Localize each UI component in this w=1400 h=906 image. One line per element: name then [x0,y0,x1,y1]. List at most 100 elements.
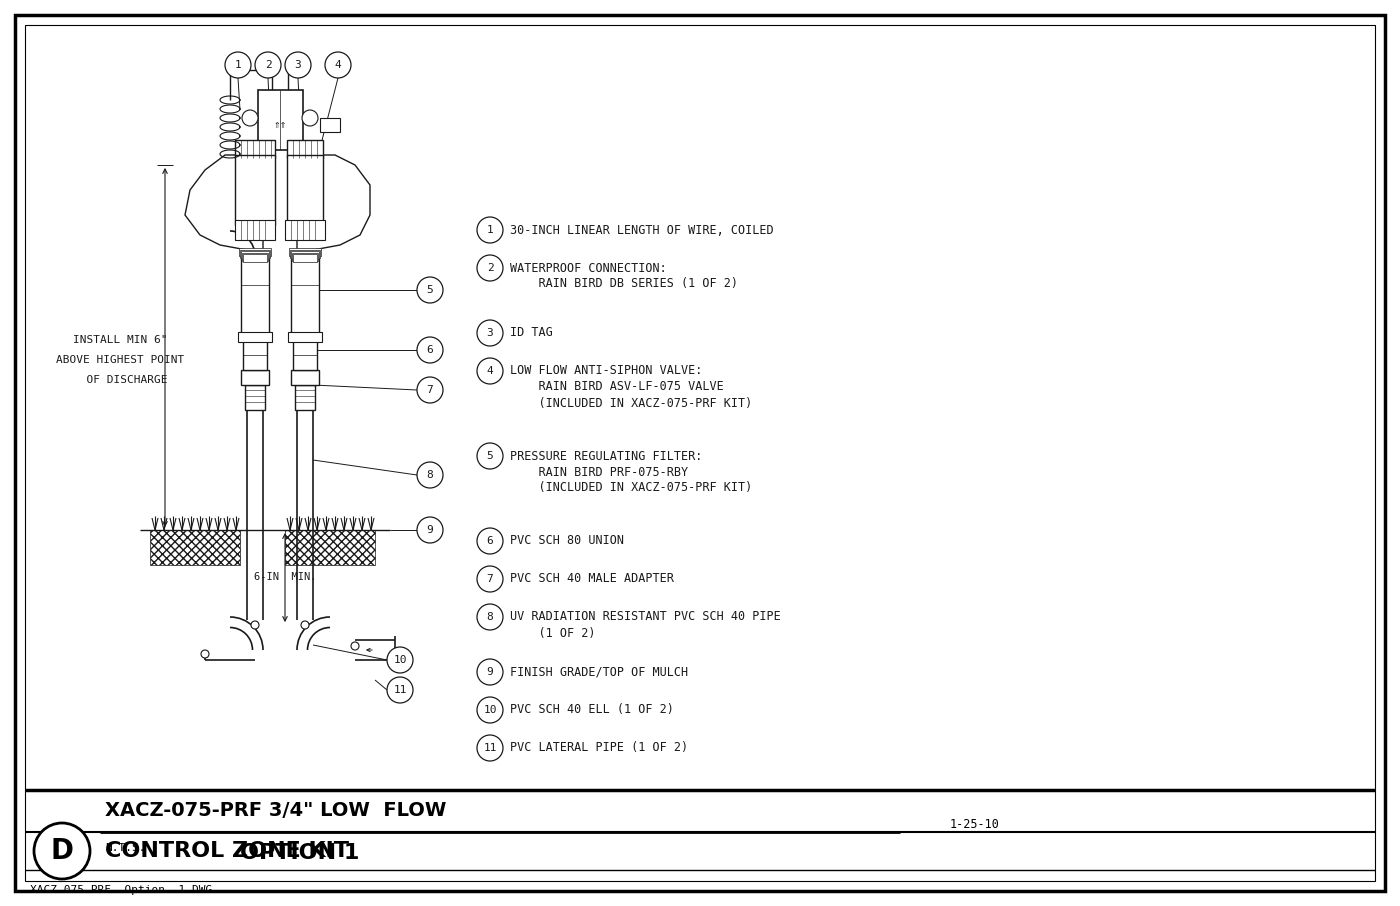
Circle shape [325,52,351,78]
Circle shape [417,462,442,488]
Circle shape [477,528,503,554]
Text: 1: 1 [235,60,241,70]
Circle shape [477,604,503,630]
Text: (1 OF 2): (1 OF 2) [510,627,595,640]
Circle shape [417,517,442,543]
Text: UV RADIATION RESISTANT PVC SCH 40 PIPE: UV RADIATION RESISTANT PVC SCH 40 PIPE [510,611,781,623]
Circle shape [477,358,503,384]
Circle shape [417,377,442,403]
Bar [238,332,272,342]
Circle shape [477,735,503,761]
Bar [291,251,319,259]
Text: PVC SCH 40 MALE ADAPTER: PVC SCH 40 MALE ADAPTER [510,573,673,585]
Text: PVC LATERAL PIPE (1 OF 2): PVC LATERAL PIPE (1 OF 2) [510,741,689,755]
Text: 30-INCH LINEAR LENGTH OF WIRE, COILED: 30-INCH LINEAR LENGTH OF WIRE, COILED [510,224,774,236]
Bar [235,220,274,240]
Text: OF DISCHARGE: OF DISCHARGE [73,375,167,385]
Circle shape [417,337,442,363]
Bar [241,251,269,259]
Circle shape [386,647,413,673]
Text: RAIN BIRD PRF-075-RBY: RAIN BIRD PRF-075-RBY [510,466,689,478]
Text: (INCLUDED IN XACZ-075-PRF KIT): (INCLUDED IN XACZ-075-PRF KIT) [510,397,752,410]
Circle shape [417,277,442,303]
Text: 7: 7 [427,385,434,395]
Text: D: D [50,837,73,865]
Circle shape [477,659,503,685]
Circle shape [477,320,503,346]
Bar [242,253,267,261]
Text: 1-25-10: 1-25-10 [951,818,1000,832]
Text: LOW FLOW ANTI-SIPHON VALVE:: LOW FLOW ANTI-SIPHON VALVE: [510,364,703,378]
Text: 2: 2 [265,60,272,70]
Text: INSTALL MIN 6": INSTALL MIN 6" [73,335,167,345]
Circle shape [34,823,90,879]
Circle shape [477,697,503,723]
Text: 10: 10 [393,655,407,665]
Bar [244,254,267,262]
Bar [245,385,265,410]
Circle shape [301,621,309,629]
Text: PRESSURE REGULATING FILTER:: PRESSURE REGULATING FILTER: [510,449,703,462]
Text: 4: 4 [335,60,342,70]
Bar [241,255,269,340]
Text: N.T.S.: N.T.S. [105,843,146,853]
Text: RAIN BIRD DB SERIES (1 OF 2): RAIN BIRD DB SERIES (1 OF 2) [510,277,738,291]
Bar [286,530,375,565]
Circle shape [477,255,503,281]
Circle shape [286,52,311,78]
Text: 6: 6 [487,536,493,546]
Text: ABOVE HIGHEST POINT: ABOVE HIGHEST POINT [56,355,185,365]
Text: 11: 11 [483,743,497,753]
Bar [293,253,318,261]
Circle shape [302,110,318,126]
Text: PVC SCH 80 UNION: PVC SCH 80 UNION [510,535,624,547]
Bar [288,248,321,256]
Text: 8: 8 [427,470,434,480]
Text: 3: 3 [487,328,493,338]
Bar [295,385,315,410]
Circle shape [202,650,209,658]
Text: ⇑⇑: ⇑⇑ [273,120,287,130]
Text: 2: 2 [487,263,493,273]
Bar [258,90,302,150]
Text: ID TAG: ID TAG [510,326,553,340]
Text: OPTION 1: OPTION 1 [239,843,360,863]
Circle shape [477,443,503,469]
Bar [321,118,340,132]
Text: 9: 9 [487,667,493,677]
Text: XACZ-075-PRF  Option  1.DWG: XACZ-075-PRF Option 1.DWG [29,885,213,895]
Bar [293,340,316,370]
Text: XACZ-075-PRF 3/4" LOW  FLOW: XACZ-075-PRF 3/4" LOW FLOW [105,801,447,820]
Bar [150,530,239,565]
Circle shape [351,642,358,650]
Bar [293,254,316,262]
Circle shape [225,52,251,78]
Text: PVC SCH 40 ELL (1 OF 2): PVC SCH 40 ELL (1 OF 2) [510,703,673,717]
Circle shape [477,217,503,243]
Text: 9: 9 [427,525,434,535]
Bar [241,370,269,385]
Text: RAIN BIRD ASV-LF-075 VALVE: RAIN BIRD ASV-LF-075 VALVE [510,381,724,393]
Bar [235,140,274,158]
Bar [286,220,325,240]
Text: 8: 8 [487,612,493,622]
Bar [291,370,319,385]
Text: 7: 7 [487,574,493,584]
Bar [239,249,270,257]
Text: 6: 6 [427,345,434,355]
Text: WATERPROOF CONNECTION:: WATERPROOF CONNECTION: [510,262,666,275]
Text: 3: 3 [294,60,301,70]
Text: 1: 1 [487,225,493,235]
Text: 10: 10 [483,705,497,715]
Bar [290,249,321,257]
Bar [287,140,323,158]
Bar [235,155,274,225]
Bar [244,340,267,370]
Circle shape [251,621,259,629]
Bar [288,332,322,342]
Text: CONTROL ZONE KIT: CONTROL ZONE KIT [105,841,349,861]
Text: 11: 11 [393,685,407,695]
Bar [291,255,319,340]
Polygon shape [185,155,263,250]
Bar [239,248,272,256]
